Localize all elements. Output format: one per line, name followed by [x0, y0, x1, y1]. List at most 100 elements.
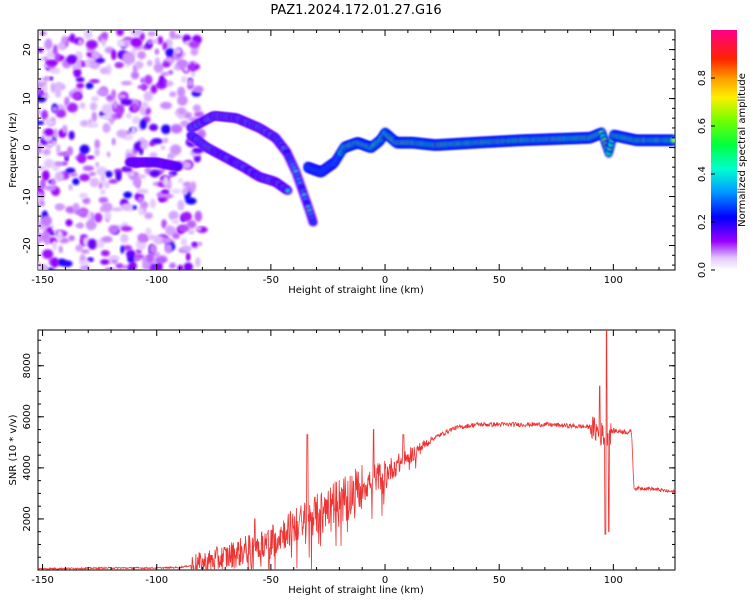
noise-speckle — [147, 31, 157, 37]
spectrogram-y-ticks: -20 -10 0 10 20 — [22, 29, 675, 266]
noise-speckle — [181, 76, 188, 83]
noise-speckle — [130, 37, 143, 47]
noise-speckle — [137, 174, 147, 179]
noise-speckle — [87, 211, 93, 221]
noise-speckle — [185, 252, 191, 262]
noise-speckle — [105, 170, 113, 178]
noise-speckle — [137, 233, 148, 243]
noise-speckle — [91, 111, 98, 123]
noise-speckle — [94, 139, 101, 150]
noise-speckle — [98, 196, 109, 204]
x-tick-label: 0 — [382, 575, 388, 586]
noise-speckle — [177, 224, 190, 233]
noise-speckle — [155, 256, 168, 264]
noise-speckle — [161, 237, 172, 243]
noise-speckle — [100, 249, 110, 257]
arc-core — [310, 219, 316, 225]
noise-speckle — [42, 249, 54, 259]
noise-speckle — [101, 202, 113, 213]
noise-speckle — [192, 147, 204, 154]
noise-speckle — [132, 205, 137, 210]
noise-speckle — [101, 104, 113, 115]
colorbar-tick-label: 0.8 — [697, 70, 708, 86]
noise-speckle — [40, 215, 52, 226]
noise-speckle — [180, 237, 187, 246]
noise-speckle — [65, 167, 76, 174]
noise-speckle — [99, 67, 110, 75]
noise-speckle — [120, 226, 133, 232]
noise-speckle — [79, 102, 86, 109]
noise-speckle — [171, 188, 182, 194]
noise-speckle — [89, 102, 98, 111]
noise-speckle — [177, 199, 185, 211]
noise-speckle — [69, 33, 76, 43]
noise-speckle — [135, 248, 142, 255]
noise-speckle — [191, 241, 198, 248]
noise-speckle — [160, 71, 170, 77]
noise-speckle — [155, 262, 163, 270]
noise-speckle — [162, 175, 169, 187]
noise-speckle — [189, 61, 196, 72]
noise-speckle — [48, 76, 54, 81]
x-tick-label: -50 — [263, 575, 279, 586]
noise-speckle — [50, 257, 59, 268]
spectrogram-frame — [37, 29, 676, 271]
noise-speckle — [95, 161, 100, 168]
noise-speckle — [141, 101, 149, 110]
noise-speckle — [177, 264, 184, 270]
noise-speckle — [51, 106, 58, 112]
noise-speckle — [111, 137, 116, 146]
snr-y-ticks: 2000 4000 6000 8000 — [22, 339, 675, 571]
y-tick-label: -10 — [22, 188, 33, 204]
colorbar-tick-label: 0.2 — [697, 214, 708, 230]
noise-speckle — [80, 249, 90, 254]
noise-speckle — [40, 94, 50, 99]
noise-speckle — [146, 253, 154, 263]
noise-speckle — [44, 128, 54, 136]
noise-speckle — [169, 91, 177, 98]
y-tick-label: 6000 — [22, 404, 33, 429]
noise-speckle — [50, 82, 57, 93]
noise-speckle — [154, 48, 160, 55]
noise-speckle — [104, 212, 112, 221]
noise-speckle — [170, 123, 183, 134]
noise-speckle — [140, 77, 146, 84]
noise-speckle — [131, 116, 141, 125]
noise-speckle — [120, 245, 125, 254]
noise-speckle — [73, 67, 82, 78]
noise-speckle — [153, 62, 164, 73]
noise-speckle — [54, 203, 65, 211]
noise-speckle — [144, 74, 153, 86]
noise-speckle — [180, 211, 192, 222]
noise-speckle — [149, 244, 157, 254]
noise-speckle — [150, 84, 158, 94]
noise-speckle — [192, 104, 202, 112]
noise-speckle — [57, 258, 67, 267]
noise-speckle — [68, 235, 75, 242]
noise-speckle — [196, 129, 207, 139]
noise-speckle — [39, 200, 45, 207]
noise-speckle — [42, 148, 51, 156]
noise-speckle — [39, 178, 46, 190]
noise-speckle — [44, 236, 50, 246]
noise-speckle — [162, 79, 167, 84]
noise-speckle — [68, 184, 73, 191]
noise-speckle — [100, 114, 112, 120]
noise-speckle — [149, 169, 160, 178]
noise-speckle — [150, 138, 163, 145]
colorbar-tick-label: 0.6 — [697, 118, 708, 134]
x-tick-label: 100 — [604, 275, 623, 286]
noise-speckle — [77, 38, 84, 46]
noise-speckle — [127, 266, 134, 270]
noise-speckle — [116, 30, 124, 37]
snr-series-line — [38, 330, 675, 570]
noise-speckle — [137, 84, 149, 90]
noise-speckle — [38, 233, 43, 244]
noise-speckle — [193, 85, 204, 94]
noise-speckle — [87, 257, 94, 263]
noise-speckle — [139, 118, 147, 130]
noise-speckle — [51, 178, 57, 186]
noise-speckle — [136, 188, 149, 195]
noise-speckle — [180, 161, 192, 170]
noise-speckle — [146, 59, 153, 67]
